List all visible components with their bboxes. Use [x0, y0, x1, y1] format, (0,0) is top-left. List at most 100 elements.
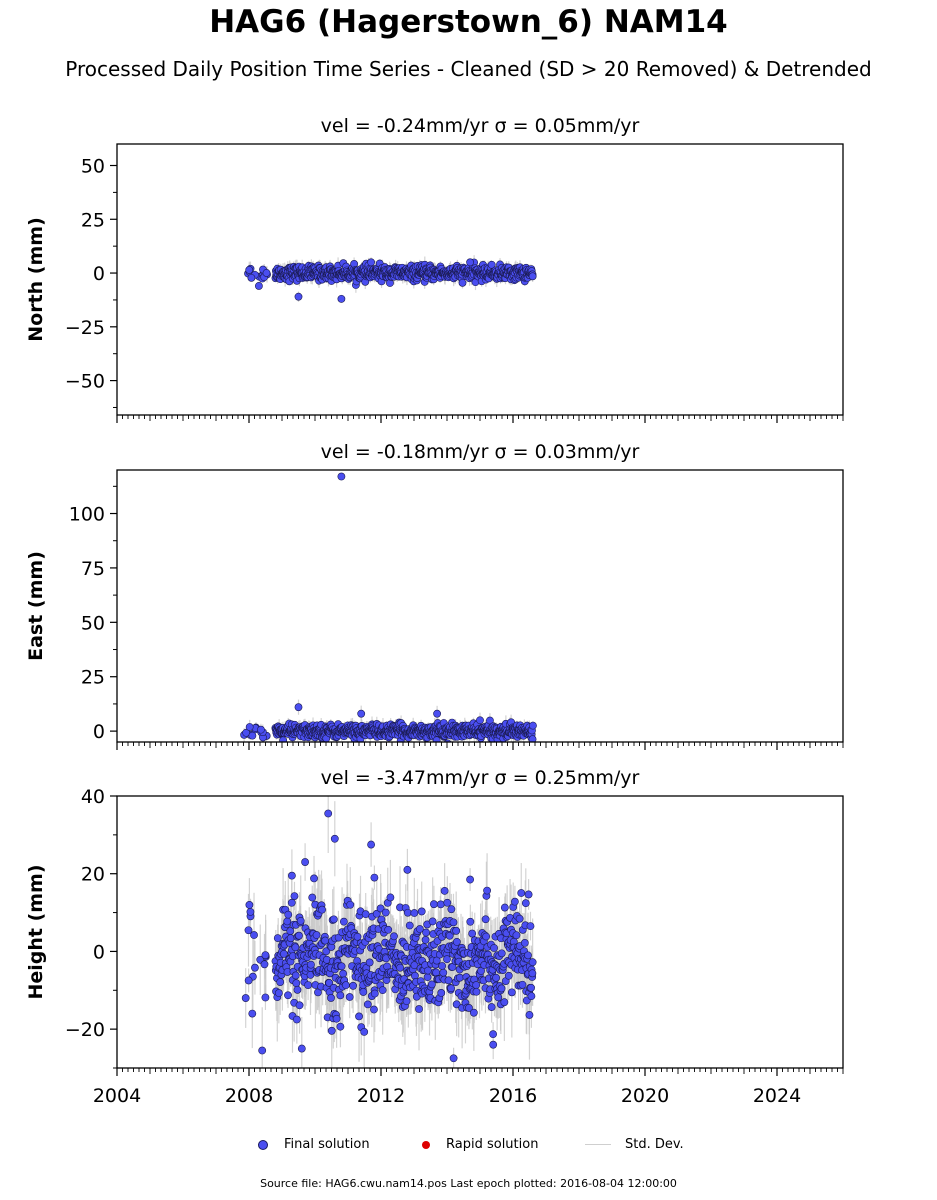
data-point [507, 988, 516, 997]
data-point [427, 980, 436, 989]
data-point [337, 472, 346, 481]
data-point [359, 988, 368, 996]
data-point [245, 266, 254, 274]
data-point [396, 963, 404, 972]
data-point [410, 961, 419, 970]
data-point [381, 908, 390, 917]
series-final-solution [240, 472, 537, 742]
data-point [357, 709, 366, 718]
data-point [355, 1012, 363, 1021]
y-tick-label: −25 [65, 317, 105, 339]
data-point [246, 907, 255, 916]
data-point [432, 956, 441, 965]
data-point [403, 908, 412, 917]
data-point [310, 874, 318, 883]
data-point [497, 949, 506, 958]
data-point [241, 994, 250, 1002]
data-point [294, 703, 303, 712]
data-point [410, 909, 419, 917]
data-point [345, 993, 354, 1001]
data-point [415, 1005, 423, 1013]
data-point [466, 875, 474, 884]
data-point [489, 1040, 498, 1049]
x-axis [116, 742, 844, 750]
data-point [291, 971, 300, 980]
data-point [330, 834, 339, 843]
data-point [258, 1046, 267, 1055]
data-point [312, 931, 321, 939]
data-point [292, 979, 301, 988]
data-point [443, 955, 451, 964]
data-point [248, 1009, 257, 1018]
x-tick-label: 2016 [489, 1085, 537, 1107]
data-point [378, 986, 387, 995]
data-point [432, 968, 441, 977]
data-point [244, 976, 253, 985]
data-point [318, 905, 326, 914]
data-point [276, 978, 285, 986]
x-tick-label: 2004 [93, 1085, 141, 1107]
data-point [353, 932, 362, 941]
data-point [455, 973, 464, 982]
data-point [291, 943, 300, 952]
data-point [444, 976, 453, 985]
data-point [254, 282, 263, 290]
data-point [472, 981, 481, 989]
data-point [524, 951, 532, 960]
data-point [251, 963, 259, 972]
source-footer: Source file: HAG6.cwu.nam14.pos Last epo… [260, 1177, 677, 1190]
data-point [452, 926, 461, 935]
data-point [293, 985, 302, 994]
data-point [327, 1026, 336, 1035]
data-point [304, 981, 312, 990]
data-point [321, 936, 330, 945]
data-point [248, 731, 257, 740]
y-axis: −20 0 20 40 [65, 786, 117, 1069]
std-dev-line-icon [585, 1144, 611, 1145]
data-point [287, 871, 296, 880]
data-point [452, 1000, 461, 1009]
data-point [339, 917, 348, 926]
data-point [325, 979, 334, 987]
data-point [372, 909, 381, 918]
data-point [286, 927, 295, 935]
data-point [458, 278, 467, 287]
data-point [518, 980, 527, 989]
data-point [346, 900, 355, 909]
data-point [452, 937, 461, 946]
data-point [245, 723, 254, 731]
data-point [283, 917, 292, 926]
y-axis-label: Height (mm) [25, 864, 47, 999]
panel-title: vel = -0.18mm/yr σ = 0.03mm/yr [321, 441, 640, 463]
data-point [295, 1001, 304, 1010]
data-point [510, 897, 519, 906]
chart-title: HAG6 (Hagerstown_6) NAM14 [209, 4, 728, 40]
data-point [438, 962, 446, 970]
data-point [376, 904, 385, 913]
data-point [529, 721, 537, 730]
data-point [365, 958, 374, 967]
data-point [497, 984, 506, 993]
data-point [439, 968, 448, 977]
data-point [332, 1014, 341, 1023]
data-point [526, 922, 535, 931]
data-point [384, 925, 393, 934]
x-axis: 2004 2008 2012 2016 2020 2024 [93, 1068, 844, 1107]
data-point [415, 925, 424, 933]
y-tick-label: 0 [93, 941, 105, 963]
data-point [520, 939, 529, 947]
x-axis [116, 415, 844, 423]
data-point [500, 998, 509, 1007]
y-axis-label: North (mm) [25, 217, 47, 342]
data-point [295, 931, 303, 940]
data-point [428, 917, 437, 926]
data-point [324, 809, 333, 818]
data-point [284, 991, 292, 1000]
data-point [465, 1004, 473, 1012]
legend-item-final: Final solution [258, 1137, 370, 1152]
data-point [472, 987, 481, 996]
data-point [292, 1015, 301, 1024]
y-tick-label: 25 [81, 209, 105, 231]
data-point [445, 931, 454, 940]
